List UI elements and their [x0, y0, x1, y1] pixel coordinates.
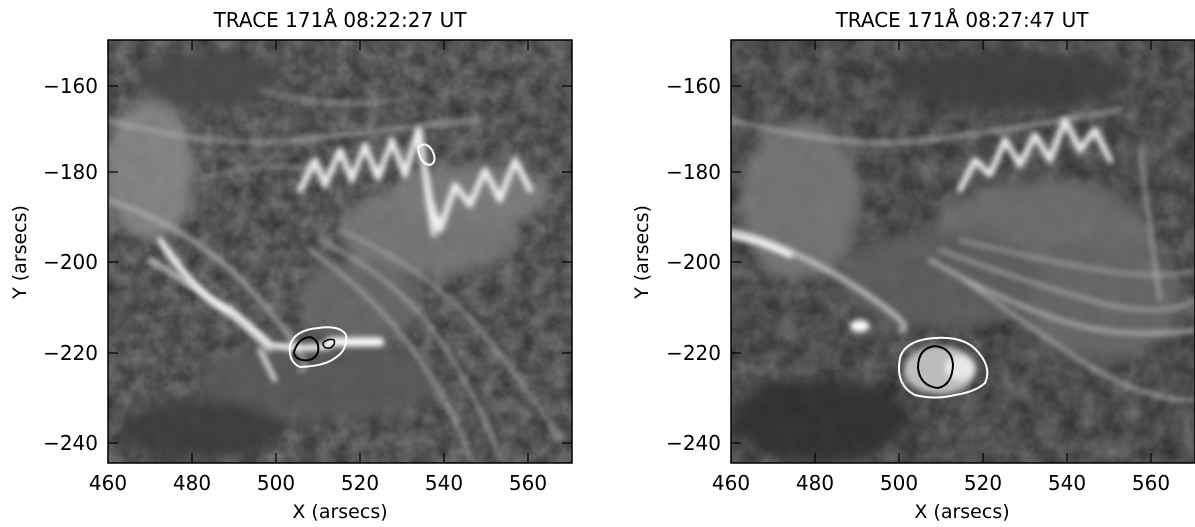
panel-2-ylabel: Y (arsecs): [631, 205, 653, 300]
panel-1-ytick: −200: [43, 250, 98, 274]
panel-2-frame: [730, 39, 1195, 464]
panel-1-ytick: −240: [43, 431, 98, 455]
panel-1-xlabel: X (arsecs): [292, 501, 387, 523]
panel-2-image: [731, 40, 1195, 463]
panel-1-xtick: 520: [341, 471, 379, 495]
panel-1-xtick: 480: [173, 471, 211, 495]
panel-1-ylabel: Y (arsecs): [9, 205, 31, 300]
panel-2-xtick: 560: [1132, 471, 1170, 495]
panel-2-xlabel: X (arsecs): [914, 501, 1009, 523]
panel-2-ticks: [730, 40, 1152, 463]
panel-1: TRACE 171Å 08:22:27 UT: [9, 8, 573, 523]
panel-2-ytick: −200: [666, 250, 721, 274]
panel-2-xtick: 500: [880, 471, 918, 495]
panel-1-image: [108, 40, 572, 463]
panel-1-ytick: −160: [43, 74, 98, 98]
panel-1-contour-white: [288, 326, 348, 369]
panel-1-ticks: [107, 40, 572, 463]
panel-2-contour-black: [916, 344, 955, 390]
panel-2-xtick: 480: [796, 471, 834, 495]
panel-2-title: TRACE 171Å 08:27:47 UT: [835, 8, 1090, 32]
panel-1-contour-black-small: [322, 338, 336, 349]
panel-1-frame: [107, 39, 573, 464]
panel-2-contour-white: [898, 336, 989, 399]
panel-1-ytick: −220: [43, 341, 98, 365]
panel-1-title: TRACE 171Å 08:22:27 UT: [213, 8, 468, 32]
panel-2-xtick: 540: [1048, 471, 1086, 495]
panel-1-xtick: 460: [89, 471, 127, 495]
panel-1-xtick: 560: [509, 471, 547, 495]
panel-1-ytick: −180: [43, 160, 98, 184]
panel-1-xtick: 540: [425, 471, 463, 495]
panel-2-xtick: 460: [712, 471, 750, 495]
panel-1-xtick: 500: [257, 471, 295, 495]
panel-2-ytick: −240: [666, 431, 721, 455]
panel-2-ytick: −220: [666, 341, 721, 365]
panel-2-ytick: −160: [666, 74, 721, 98]
panel-2: TRACE 171Å 08:27:47 UT: [631, 8, 1195, 523]
panel-1-contour-small: [416, 143, 436, 167]
panel-1-contour-black: [292, 335, 320, 362]
panel-2-ytick: −180: [666, 160, 721, 184]
panel-2-xtick: 520: [964, 471, 1002, 495]
